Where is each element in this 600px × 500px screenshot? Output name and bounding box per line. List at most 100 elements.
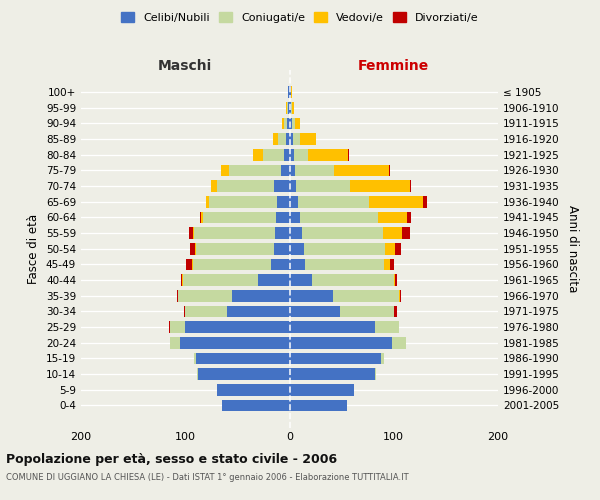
Bar bbox=[290, 290, 333, 302]
Bar bbox=[300, 133, 316, 145]
Bar bbox=[227, 306, 290, 318]
Bar bbox=[282, 118, 284, 130]
Bar bbox=[423, 196, 427, 207]
Bar bbox=[193, 227, 194, 239]
Bar bbox=[290, 384, 354, 396]
Bar bbox=[184, 306, 185, 318]
Bar bbox=[293, 133, 300, 145]
Bar bbox=[400, 290, 401, 302]
Bar bbox=[206, 196, 209, 207]
Bar bbox=[182, 274, 183, 286]
Bar bbox=[253, 149, 263, 160]
Bar bbox=[313, 274, 394, 286]
Bar bbox=[290, 102, 292, 114]
Text: COMUNE DI UGGIANO LA CHIESA (LE) - Dati ISTAT 1° gennaio 2006 - Elaborazione TUT: COMUNE DI UGGIANO LA CHIESA (LE) - Dati … bbox=[6, 474, 409, 482]
Bar bbox=[290, 306, 340, 318]
Bar bbox=[290, 243, 304, 254]
Bar bbox=[229, 164, 281, 176]
Bar bbox=[209, 196, 277, 207]
Text: Maschi: Maschi bbox=[158, 60, 212, 74]
Bar bbox=[191, 258, 193, 270]
Bar bbox=[200, 212, 201, 224]
Bar bbox=[290, 400, 347, 411]
Bar bbox=[375, 321, 399, 333]
Bar bbox=[348, 149, 349, 160]
Bar bbox=[290, 86, 292, 98]
Bar bbox=[375, 368, 376, 380]
Bar bbox=[221, 164, 229, 176]
Bar bbox=[284, 118, 287, 130]
Bar bbox=[410, 180, 412, 192]
Bar bbox=[293, 149, 308, 160]
Bar bbox=[290, 196, 298, 207]
Bar bbox=[181, 274, 182, 286]
Bar bbox=[292, 118, 295, 130]
Bar bbox=[276, 212, 290, 224]
Bar bbox=[286, 133, 290, 145]
Bar bbox=[392, 337, 406, 348]
Bar bbox=[185, 306, 227, 318]
Bar bbox=[287, 118, 290, 130]
Bar bbox=[290, 149, 293, 160]
Bar bbox=[290, 133, 293, 145]
Y-axis label: Fasce di età: Fasce di età bbox=[28, 214, 40, 284]
Bar bbox=[389, 258, 394, 270]
Bar bbox=[217, 384, 290, 396]
Bar bbox=[284, 149, 290, 160]
Bar bbox=[289, 86, 290, 98]
Bar bbox=[394, 306, 397, 318]
Bar bbox=[378, 212, 407, 224]
Bar bbox=[305, 258, 385, 270]
Bar bbox=[340, 306, 394, 318]
Bar bbox=[290, 212, 300, 224]
Text: Popolazione per età, sesso e stato civile - 2006: Popolazione per età, sesso e stato civil… bbox=[6, 452, 337, 466]
Bar bbox=[395, 274, 397, 286]
Bar bbox=[290, 118, 292, 130]
Bar bbox=[169, 321, 170, 333]
Bar bbox=[180, 337, 290, 348]
Bar bbox=[198, 368, 290, 380]
Bar bbox=[304, 243, 385, 254]
Bar bbox=[170, 337, 180, 348]
Bar bbox=[232, 290, 290, 302]
Bar bbox=[290, 180, 296, 192]
Bar bbox=[183, 274, 258, 286]
Bar bbox=[194, 352, 196, 364]
Bar bbox=[334, 164, 389, 176]
Bar bbox=[286, 102, 287, 114]
Bar bbox=[190, 243, 194, 254]
Bar bbox=[369, 196, 423, 207]
Bar bbox=[196, 352, 290, 364]
Bar bbox=[350, 180, 410, 192]
Bar bbox=[190, 227, 193, 239]
Bar bbox=[193, 258, 271, 270]
Bar bbox=[290, 164, 295, 176]
Bar bbox=[290, 227, 302, 239]
Bar bbox=[274, 180, 290, 192]
Bar bbox=[298, 196, 369, 207]
Bar bbox=[194, 243, 196, 254]
Bar bbox=[381, 352, 385, 364]
Bar bbox=[278, 133, 286, 145]
Legend: Celibi/Nubili, Coniugati/e, Vedovi/e, Divorziati/e: Celibi/Nubili, Coniugati/e, Vedovi/e, Di… bbox=[117, 8, 483, 28]
Bar bbox=[383, 227, 402, 239]
Bar bbox=[287, 102, 289, 114]
Bar bbox=[273, 133, 278, 145]
Bar bbox=[290, 352, 381, 364]
Bar bbox=[296, 180, 350, 192]
Bar bbox=[177, 290, 178, 302]
Text: Femmine: Femmine bbox=[358, 60, 430, 74]
Bar bbox=[295, 118, 300, 130]
Bar bbox=[292, 102, 293, 114]
Bar bbox=[333, 290, 399, 302]
Bar bbox=[274, 243, 290, 254]
Bar bbox=[289, 102, 290, 114]
Bar bbox=[395, 243, 401, 254]
Bar bbox=[222, 400, 290, 411]
Bar bbox=[295, 164, 334, 176]
Bar bbox=[290, 368, 375, 380]
Bar bbox=[308, 149, 348, 160]
Bar bbox=[196, 243, 274, 254]
Bar bbox=[385, 243, 395, 254]
Bar bbox=[302, 227, 383, 239]
